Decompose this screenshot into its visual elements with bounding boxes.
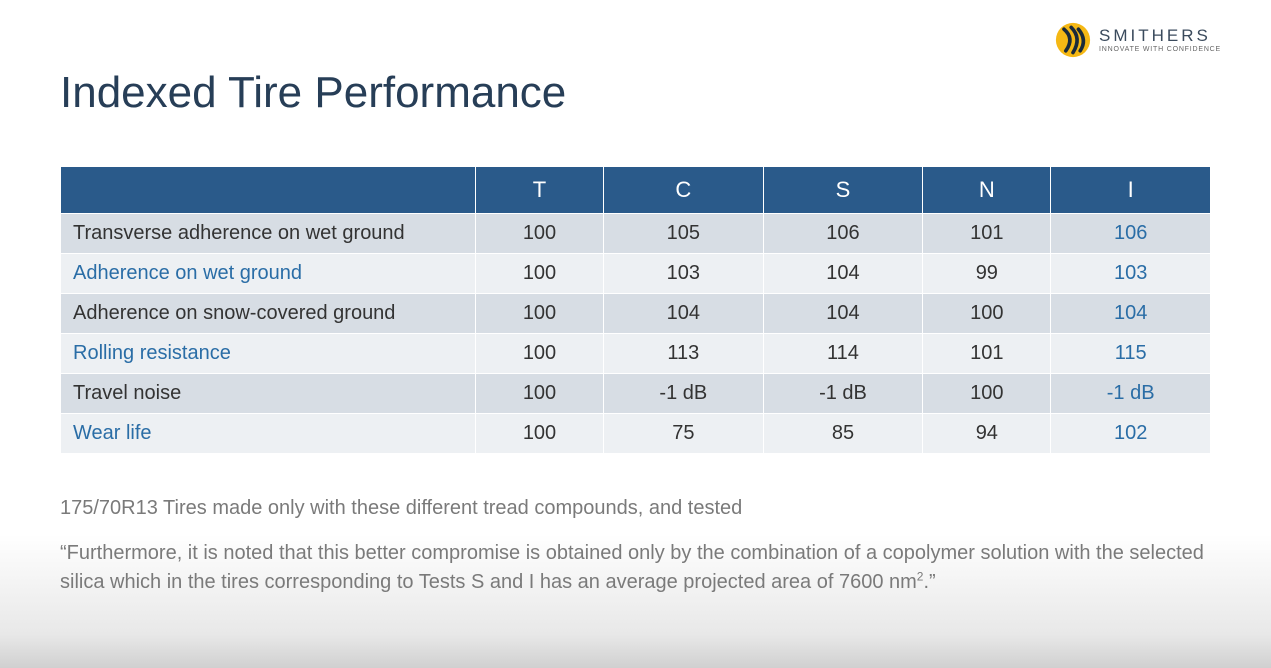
table-body: Transverse adherence on wet ground100105… (61, 214, 1211, 454)
row-value: 101 (923, 214, 1051, 254)
row-value: 106 (1051, 214, 1211, 254)
row-value: 100 (476, 254, 604, 294)
row-value: 100 (476, 414, 604, 454)
row-value: 104 (1051, 294, 1211, 334)
table-header-col: S (763, 167, 923, 214)
table-header-col: I (1051, 167, 1211, 214)
table-row: Rolling resistance100113114101115 (61, 334, 1211, 374)
row-value: 104 (604, 294, 764, 334)
table-header-empty (61, 167, 476, 214)
table-header-col: C (604, 167, 764, 214)
row-value: 113 (604, 334, 764, 374)
row-value: 75 (604, 414, 764, 454)
footnotes: 175/70R13 Tires made only with these dif… (60, 494, 1211, 597)
row-value: 100 (476, 374, 604, 414)
row-value: 104 (763, 294, 923, 334)
row-value: 106 (763, 214, 923, 254)
logo-icon (1055, 22, 1091, 58)
table-row: Adherence on wet ground10010310499103 (61, 254, 1211, 294)
table-header-col: T (476, 167, 604, 214)
row-value: -1 dB (1051, 374, 1211, 414)
row-value: 101 (923, 334, 1051, 374)
row-value: 103 (604, 254, 764, 294)
row-value: 103 (1051, 254, 1211, 294)
row-label: Wear life (61, 414, 476, 454)
table-row: Transverse adherence on wet ground100105… (61, 214, 1211, 254)
row-value: 102 (1051, 414, 1211, 454)
row-value: 100 (923, 294, 1051, 334)
row-value: 115 (1051, 334, 1211, 374)
row-label: Transverse adherence on wet ground (61, 214, 476, 254)
row-value: 100 (476, 294, 604, 334)
table-header-col: N (923, 167, 1051, 214)
brand-logo: SMITHERS INNOVATE WITH CONFIDENCE (1055, 22, 1221, 58)
performance-table: T C S N I Transverse adherence on wet gr… (60, 166, 1211, 454)
table-header-row: T C S N I (61, 167, 1211, 214)
row-value: -1 dB (604, 374, 764, 414)
row-value: 85 (763, 414, 923, 454)
row-value: 114 (763, 334, 923, 374)
row-label: Adherence on wet ground (61, 254, 476, 294)
row-value: 100 (476, 334, 604, 374)
row-label: Travel noise (61, 374, 476, 414)
row-value: 100 (923, 374, 1051, 414)
row-label: Rolling resistance (61, 334, 476, 374)
footnote-line-2: “Furthermore, it is noted that this bett… (60, 539, 1211, 597)
brand-name: SMITHERS (1099, 27, 1221, 44)
slide-content: Indexed Tire Performance T C S N I Trans… (0, 0, 1271, 597)
row-value: 100 (476, 214, 604, 254)
table-row: Travel noise100-1 dB-1 dB100-1 dB (61, 374, 1211, 414)
row-value: 105 (604, 214, 764, 254)
row-value: -1 dB (763, 374, 923, 414)
row-value: 104 (763, 254, 923, 294)
page-title: Indexed Tire Performance (60, 68, 1211, 118)
footnote-line-1: 175/70R13 Tires made only with these dif… (60, 494, 1211, 523)
row-label: Adherence on snow-covered ground (61, 294, 476, 334)
row-value: 94 (923, 414, 1051, 454)
row-value: 99 (923, 254, 1051, 294)
table-row: Wear life100758594102 (61, 414, 1211, 454)
table-row: Adherence on snow-covered ground10010410… (61, 294, 1211, 334)
brand-tagline: INNOVATE WITH CONFIDENCE (1099, 46, 1221, 53)
